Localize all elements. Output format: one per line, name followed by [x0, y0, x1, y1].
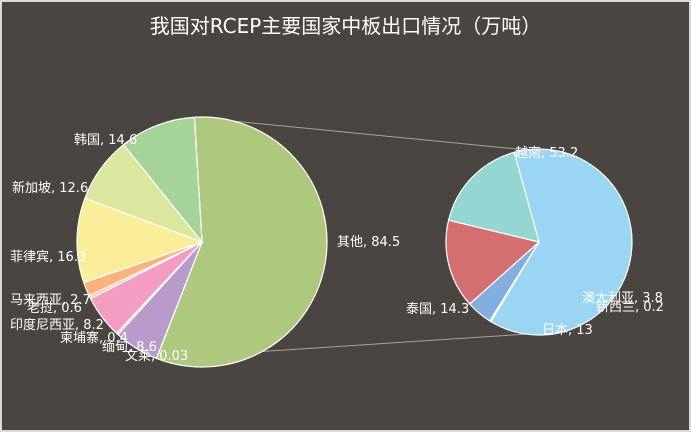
- main-pie: [76, 116, 328, 368]
- main-data-label-2: 缅甸, 8.6: [102, 340, 157, 355]
- main-data-label-3: 柬埔寨, 0.4: [60, 330, 128, 346]
- secondary-data-label-4: 泰国, 14.3: [406, 302, 469, 317]
- connector-line-top: [194, 116, 527, 151]
- secondary-data-label-2: 澳大利亚, 3.8: [582, 290, 663, 306]
- main-slice-7: [76, 197, 204, 284]
- main-slice-9: [122, 116, 203, 244]
- secondary-data-label-3: 日本, 13: [542, 323, 593, 338]
- main-data-label-5: 老挝, 0.6: [27, 301, 82, 316]
- main-data-label-6: 马来西亚, 2.7: [10, 293, 91, 308]
- main-slice-0: [155, 116, 328, 368]
- secondary-slice-4: [447, 151, 540, 243]
- chart-title: 我国对RCEP主要国家中板出口情况（万吨）: [149, 14, 542, 38]
- main-data-label-1: 文莱, 0.03: [125, 349, 188, 364]
- main-data-label-0: 其他, 84.5: [337, 235, 400, 250]
- secondary-data-label-0: 越南, 53.2: [515, 145, 578, 161]
- main-data-label-9: 韩国, 14.6: [74, 133, 137, 148]
- main-data-label-4: 印度尼西亚, 8.2: [10, 317, 104, 333]
- secondary-slice-3: [445, 219, 541, 305]
- secondary-pie: [445, 148, 633, 336]
- secondary-data-label-1: 新西兰, 0.2: [596, 299, 664, 315]
- main-data-label-8: 新加坡, 12.6: [12, 180, 88, 196]
- main-data-label-7: 菲律宾, 16.3: [10, 249, 86, 265]
